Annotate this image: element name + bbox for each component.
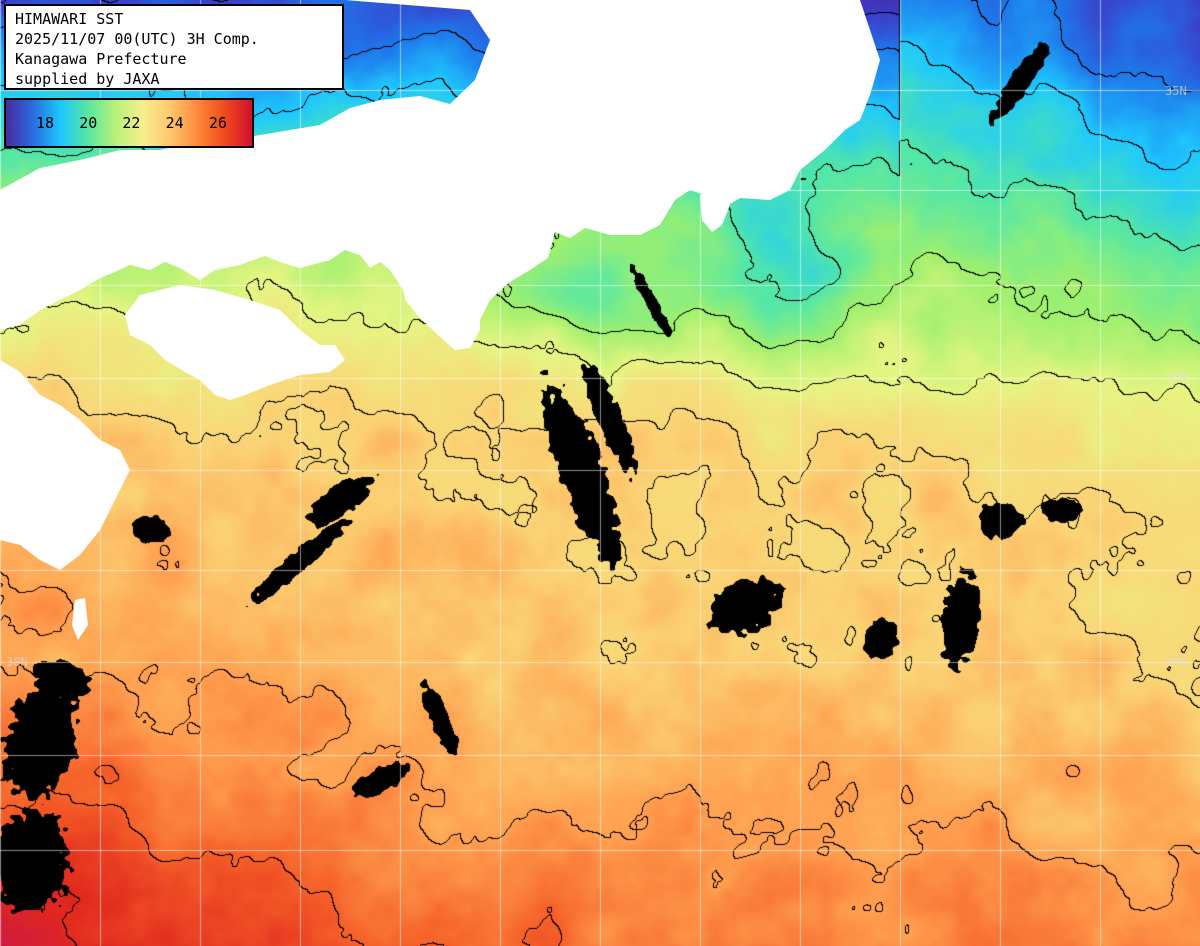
legend-tick: 22 <box>122 114 141 132</box>
lat-label-30n-left: 30N <box>6 655 28 669</box>
legend-tick: 26 <box>208 114 227 132</box>
land-shikoku <box>125 285 345 400</box>
legend-tick: 18 <box>36 114 55 132</box>
legend-tick: 24 <box>165 114 184 132</box>
timestamp: 2025/11/07 00(UTC) 3H Comp. <box>15 30 259 48</box>
color-legend: 18 20 22 24 26 <box>4 98 254 148</box>
legend-colorbar <box>6 100 252 146</box>
product-title: HIMAWARI SST <box>15 10 124 28</box>
land-honshu <box>0 0 880 348</box>
land-kyushu <box>0 360 130 570</box>
land-islet-2 <box>10 375 28 392</box>
title-box: HIMAWARI SST 2025/11/07 00(UTC) 3H Comp.… <box>4 4 344 90</box>
land-islet-1 <box>72 598 88 640</box>
land-kii <box>400 260 480 350</box>
legend-ticks: 18 20 22 24 26 <box>6 100 252 146</box>
land-izu <box>700 190 730 232</box>
region-label: Kanagawa Prefecture <box>15 50 187 68</box>
legend-tick: 20 <box>79 114 98 132</box>
lat-label-33n: 33N <box>1165 370 1187 384</box>
credit-label: supplied by JAXA <box>15 70 160 88</box>
land-islet-3 <box>640 95 650 102</box>
lat-label-35n: 35N <box>1165 84 1187 98</box>
lat-label-30n-right: 30N <box>1165 655 1187 669</box>
